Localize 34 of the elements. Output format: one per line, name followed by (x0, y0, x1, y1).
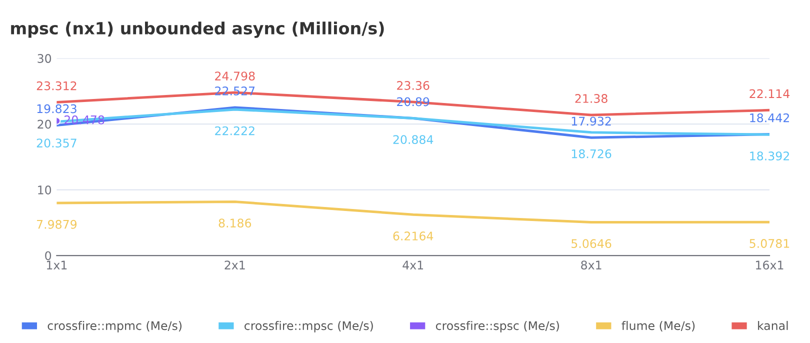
data-label: 24.798 (215, 72, 255, 80)
data-label: 19.823 (37, 104, 76, 114)
data-label: 5.0646 (572, 239, 612, 248)
data-label: 17.932 (572, 116, 611, 126)
legend-label: crossfire::mpmc (Me/s) (48, 320, 182, 332)
legend-label: crossfire::mpsc (Me/s) (244, 320, 373, 332)
data-label: 5.0781 (750, 239, 790, 248)
x-tick-label: 4x1 (402, 260, 424, 270)
data-label: 18.442 (750, 113, 789, 122)
y-tick-label: 0 (45, 251, 52, 260)
y-tick-label: 30 (38, 54, 52, 63)
data-label: 20.357 (36, 138, 76, 148)
data-label: 22.222 (215, 126, 254, 136)
data-label: 23.36 (397, 81, 430, 90)
chart-title: mpsc (nx1) unbounded async (Million/s) (11, 22, 384, 38)
data-label: 23.312 (36, 81, 76, 90)
data-label: 20.89 (397, 97, 430, 106)
y-tick-label: 10 (38, 186, 52, 194)
data-label: 8.186 (218, 218, 252, 228)
legend-label: flume (Me/s) (622, 320, 695, 332)
data-label: 18.392 (750, 152, 789, 160)
legend-label: crossfire::spsc (Me/s) (436, 320, 559, 332)
data-label: 21.38 (575, 94, 608, 103)
data-label: 6.2164 (393, 232, 434, 240)
x-tick-label: 1x1 (46, 260, 67, 270)
x-tick-label: 2x1 (224, 260, 245, 270)
x-tick-label: 16x1 (756, 260, 784, 270)
data-label: 20.884 (393, 135, 434, 144)
y-tick-label: 20 (38, 120, 52, 129)
x-tick-label: 8x1 (581, 260, 602, 270)
data-label: 7.9879 (37, 220, 77, 229)
data-label: 18.726 (572, 149, 612, 158)
data-label: 22.114 (750, 89, 790, 98)
legend-label: kanal (758, 320, 788, 330)
